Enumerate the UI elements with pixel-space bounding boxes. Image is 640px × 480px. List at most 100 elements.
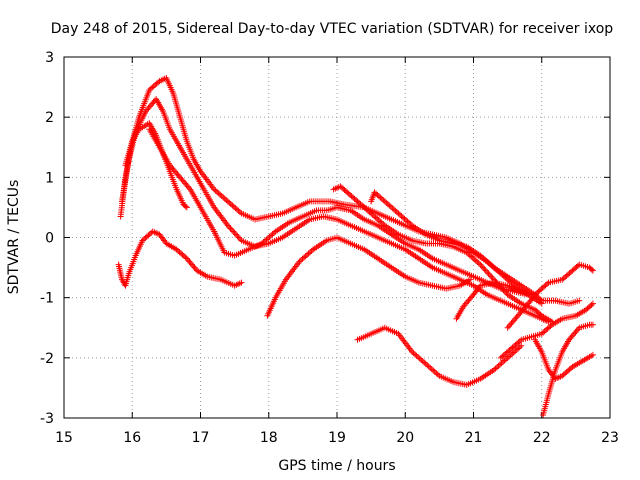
data-point [560,371,567,378]
data-point [537,311,544,318]
data-point [509,344,516,351]
data-point [374,191,381,198]
data-point [467,276,474,283]
series-track [264,234,474,319]
data-point [566,270,573,277]
data-point [350,194,357,201]
data-point [588,266,595,273]
data-point [503,349,510,356]
data-point [565,271,572,278]
data-point [562,274,569,281]
data-point [535,288,542,295]
plot-frame [63,56,611,419]
data-point [542,282,549,289]
data-point [377,194,384,201]
data-point [538,330,545,337]
data-point [375,193,382,200]
data-point [140,236,147,243]
x-tick-label: 19 [328,430,346,446]
x-tick-label: 16 [123,430,141,446]
data-point [505,348,512,355]
data-point [510,343,517,350]
data-point [540,329,547,336]
data-point [537,296,544,303]
data-point [347,191,354,198]
data-point [589,267,596,274]
y-tick-label: 1 [45,170,54,186]
y-tick-label: -3 [40,411,54,427]
data-point [182,203,189,210]
data-point [559,276,566,283]
data-point [566,366,573,373]
data-point [546,324,553,331]
data-point [536,287,543,294]
data-point [152,81,159,88]
data-point [544,325,551,332]
series-track [368,189,583,307]
series-track [504,261,596,331]
chart-title: Day 248 of 2015, Sidereal Day-to-day VTE… [51,21,614,37]
data-point [576,297,583,304]
data-point [560,275,567,282]
data-point [518,342,525,349]
data-point [563,272,570,279]
data-point [563,369,570,376]
y-tick-label: 2 [45,110,54,126]
x-axis-label: GPS time / hours [278,458,395,474]
data-point [173,246,180,253]
data-point [149,84,156,91]
y-tick-label: -1 [40,291,54,307]
data-point [183,204,190,211]
data-point [155,79,162,86]
data-point [351,195,358,202]
data-point [568,365,574,372]
data-point [139,237,146,244]
data-point [175,247,182,254]
data-point [499,353,506,360]
y-tick-labels: -3 -2 -1 0 1 2 3 [40,50,54,427]
data-point [380,197,387,204]
data-point [373,190,379,197]
data-point [541,283,548,290]
data-point [589,351,596,358]
y-tick-label: -2 [40,351,54,367]
data-point [142,234,149,241]
x-tick-labels: 15 16 17 18 19 20 21 22 23 [55,430,619,446]
x-tick-label: 23 [601,430,619,446]
data-point [146,231,153,238]
data-point [348,193,355,200]
data-point [176,249,183,256]
data-point [506,347,513,354]
x-tick-label: 15 [55,430,73,446]
data-point [500,352,507,359]
data-point [559,372,566,379]
data-point [178,250,184,257]
x-tick-label: 22 [533,430,551,446]
series-track [453,279,535,322]
x-tick-label: 21 [465,430,483,446]
data-point [565,367,572,374]
data-point [146,87,153,94]
data-point [508,345,515,352]
data-point [238,279,245,286]
data-point [538,286,545,293]
data-point [544,280,551,287]
data-point [516,338,523,345]
x-tick-label: 17 [192,430,210,446]
data-points [115,75,596,418]
data-point [371,189,378,196]
y-tick-label: 3 [45,50,54,66]
series-track [497,300,596,361]
data-point [150,83,157,90]
data-point [562,370,569,377]
data-point [574,262,581,269]
series-track [531,336,596,382]
data-point [547,323,554,330]
data-point [497,354,504,361]
data-point [179,251,186,258]
data-point [180,252,187,259]
data-point [588,301,595,308]
series-track [354,324,525,388]
